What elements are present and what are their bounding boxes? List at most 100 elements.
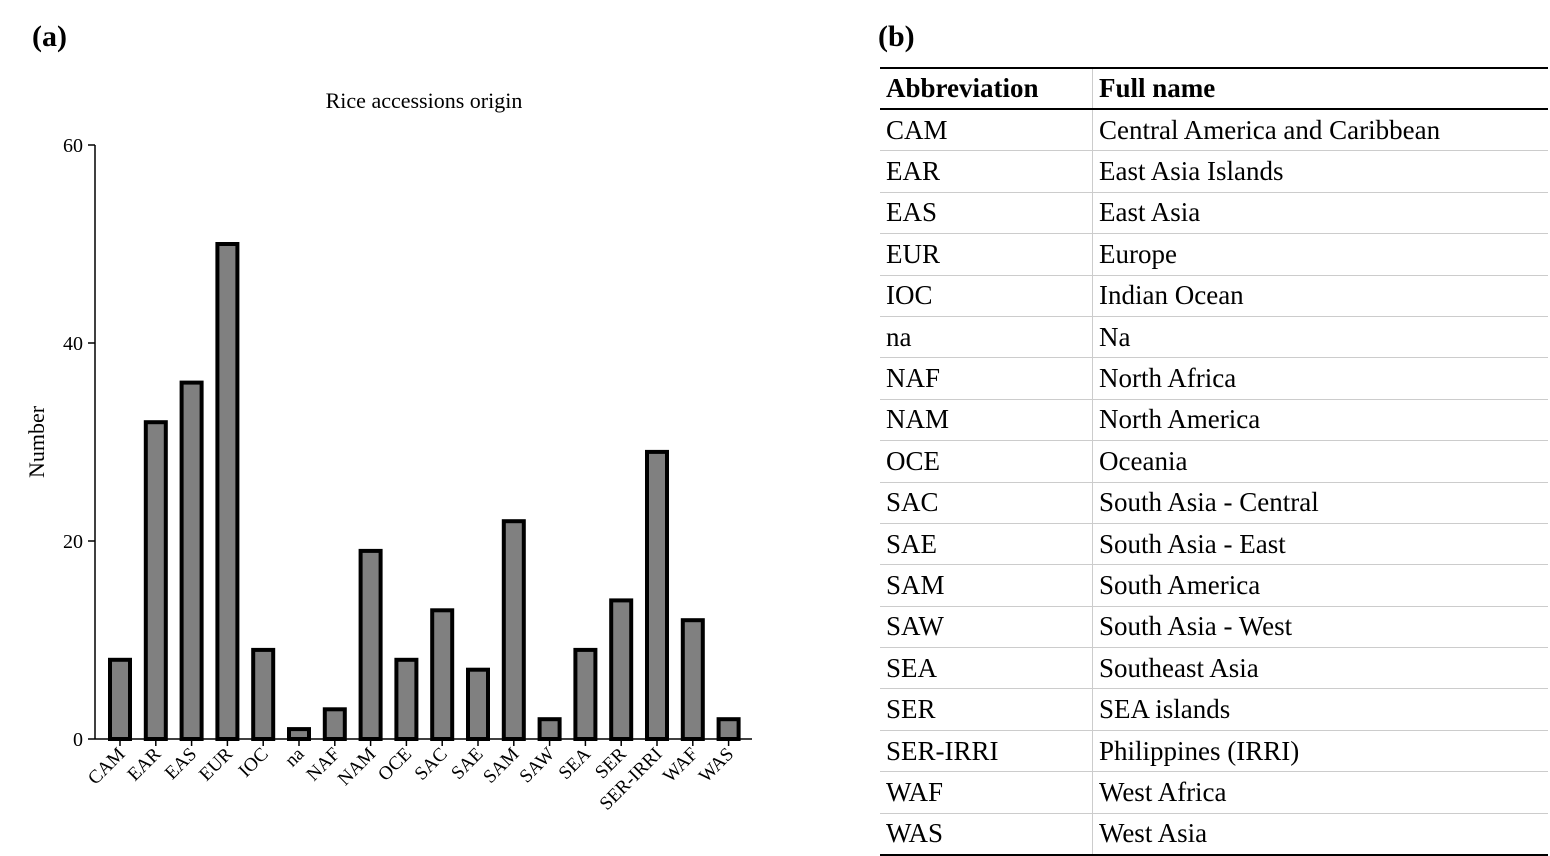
bar	[108, 657, 132, 741]
panel-label: (a)	[32, 20, 67, 53]
table-cell: SER	[880, 688, 1093, 731]
table-cell: NAM	[880, 398, 1093, 441]
table-row: OCE Oceania	[880, 440, 1548, 483]
bar	[251, 647, 276, 742]
table-cell: South America	[1092, 564, 1548, 607]
table-cell: Indian Ocean	[1092, 274, 1548, 317]
table-cell: EAR	[880, 150, 1093, 193]
x-tick-label: SAW	[516, 744, 560, 788]
table-cell: WAF	[880, 771, 1093, 814]
bar	[573, 647, 598, 742]
table-cell: NAF	[880, 357, 1093, 400]
table-row: na Na	[880, 315, 1548, 358]
table-row: EUR Europe	[880, 233, 1548, 276]
table-row: EAS East Asia	[880, 191, 1548, 234]
bar	[358, 548, 383, 742]
x-tick-label: EUR	[195, 743, 237, 785]
y-tick-label: 0	[73, 729, 83, 751]
chart-title: Rice accessions origin	[326, 88, 523, 113]
header-row: Abbreviation Full name	[880, 67, 1548, 110]
chart: Rice accessions origin Number 0 20 40 60 CAM…	[24, 88, 752, 815]
table-cell: OCE	[880, 440, 1093, 483]
table-row: SAW South Asia - West	[880, 605, 1548, 648]
table-cell: CAM	[880, 108, 1093, 151]
x-tick-label: na	[281, 743, 309, 771]
table-cell: EUR	[880, 233, 1093, 276]
table-cell: West Africa	[1092, 771, 1548, 814]
y-tick-label: 40	[63, 333, 83, 355]
table-cell: West Asia	[1092, 812, 1548, 856]
bar	[143, 420, 168, 741]
table-cell: South Asia - Central	[1092, 481, 1548, 524]
x-tick-label: WAF	[659, 744, 702, 787]
table-row: SER SEA islands	[880, 688, 1548, 731]
table-row: WAS West Asia	[880, 812, 1548, 856]
table-cell: Central America and Caribbean	[1092, 108, 1548, 151]
table-row: IOC Indian Ocean	[880, 274, 1548, 317]
bar	[430, 608, 455, 741]
table-row: SAE South Asia - East	[880, 522, 1548, 565]
table-row: SER-IRRI Philippines (IRRI)	[880, 729, 1548, 772]
table-cell: WAS	[880, 812, 1093, 856]
table-cell: Philippines (IRRI)	[1092, 729, 1548, 772]
legend-table: Abbreviation Full name CAM Central America …	[880, 67, 1548, 856]
table-cell: SEA	[880, 647, 1093, 689]
table-row: EAR East Asia Islands	[880, 150, 1548, 193]
bar	[179, 380, 204, 741]
x-tick-label: NAM	[334, 744, 380, 790]
bar	[537, 717, 562, 742]
table-cell: Oceania	[1092, 440, 1548, 483]
table-cell: North Africa	[1092, 357, 1548, 400]
table-row: CAM Central America and Caribbean	[880, 108, 1548, 151]
y-tick-label: 60	[63, 135, 83, 157]
table-cell: Southeast Asia	[1092, 647, 1548, 689]
table-cell: SAE	[880, 522, 1093, 565]
x-tick-label: OCE	[374, 744, 416, 786]
header-cell: Full name	[1092, 67, 1548, 110]
table-cell: Europe	[1092, 233, 1548, 276]
table-cell: SEA islands	[1092, 688, 1548, 731]
table-row: SAM South America	[880, 564, 1548, 607]
table-cell: SAM	[880, 564, 1093, 607]
table-cell: South Asia - East	[1092, 522, 1548, 565]
table-row: WAF West Africa	[880, 771, 1548, 814]
bar	[322, 707, 347, 741]
bar	[716, 717, 741, 742]
x-tick-label: SEA	[555, 743, 595, 783]
y-tick-label: 20	[63, 531, 83, 553]
table-cell: North America	[1092, 398, 1548, 441]
x-tick-label: EAS	[161, 744, 201, 784]
table-row: NAM North America	[880, 398, 1548, 441]
table-cell: Na	[1092, 315, 1548, 358]
table-row: SAC South Asia - Central	[880, 481, 1548, 524]
table-cell: East Asia Islands	[1092, 150, 1548, 193]
x-tick-label: SAC	[411, 744, 452, 785]
panel-label: (b)	[878, 20, 915, 53]
table-cell: SAW	[880, 605, 1093, 648]
bar	[466, 667, 490, 742]
bar	[609, 598, 634, 742]
table-cell: IOC	[880, 274, 1093, 317]
table-cell: East Asia	[1092, 191, 1548, 234]
table-row: SEA Southeast Asia	[880, 647, 1548, 689]
table-cell: SAC	[880, 481, 1093, 524]
x-tick-label: WAS	[695, 744, 738, 787]
table-row: NAF North Africa	[880, 357, 1548, 400]
x-tick-label: EAR	[124, 743, 166, 785]
x-tick-label: IOC	[235, 744, 273, 782]
y-axis-label: Number	[24, 405, 49, 478]
x-tick-label: CAM	[84, 744, 130, 790]
x-tick-label: SAM	[479, 744, 523, 788]
table-cell: na	[880, 315, 1093, 358]
bar	[680, 618, 705, 742]
table-cell: South Asia - West	[1092, 605, 1548, 648]
x-tick-label: SAE	[447, 744, 487, 784]
bar	[215, 242, 240, 741]
table-cell: SER-IRRI	[880, 729, 1093, 772]
bar	[501, 519, 526, 742]
bar	[287, 727, 311, 741]
bar	[394, 657, 419, 741]
header-cell: Abbreviation	[880, 67, 1093, 110]
table-cell: EAS	[880, 191, 1093, 234]
